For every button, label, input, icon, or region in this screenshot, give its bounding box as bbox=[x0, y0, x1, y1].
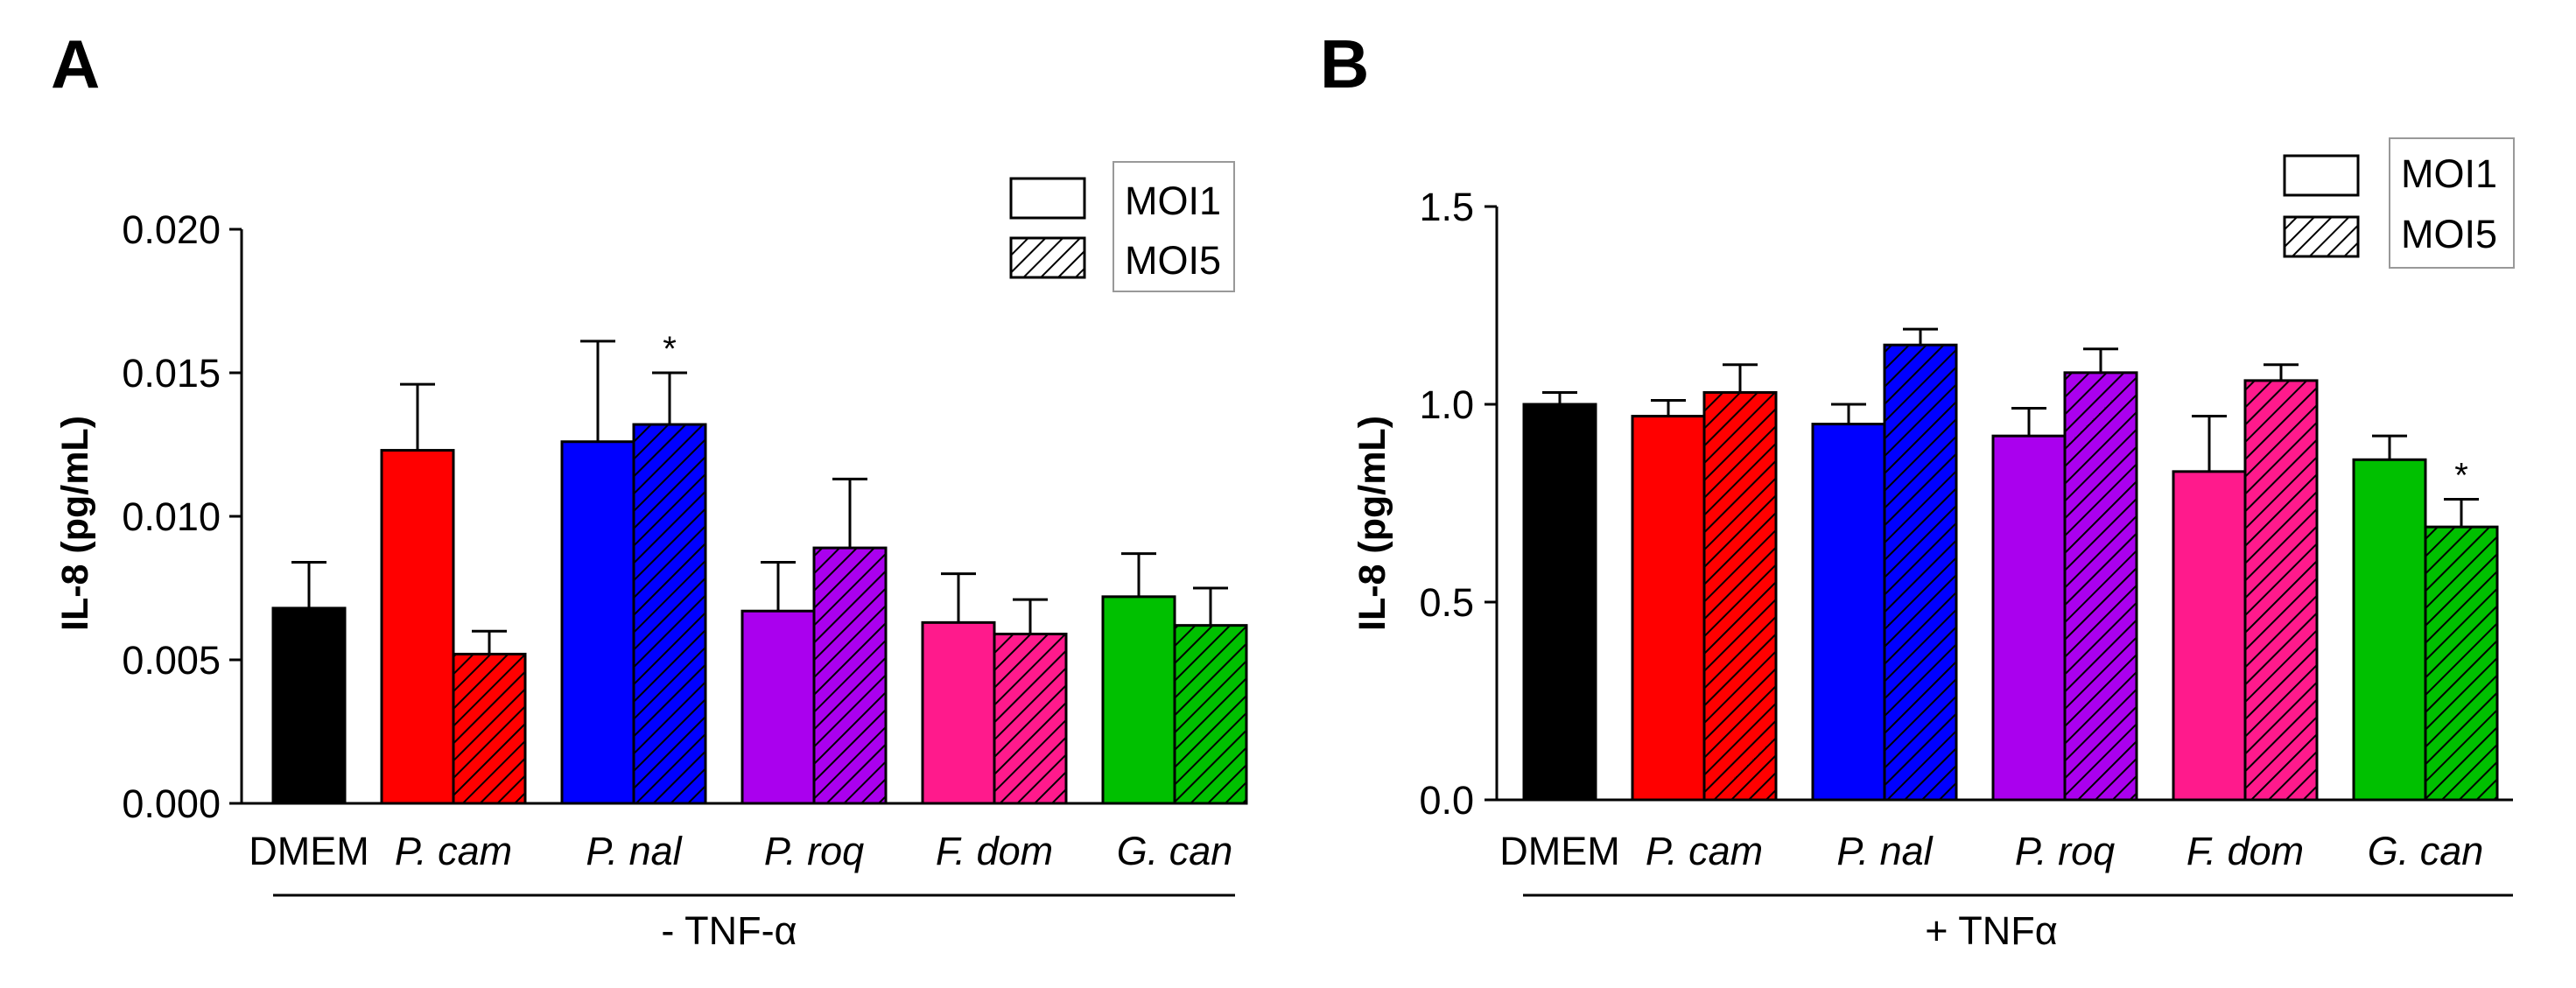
panel-b-group-label: + TNFα bbox=[1925, 908, 2057, 953]
panel-b: B IL-8 (pg/mL) + TNFα MOI1 MOI5 0.0 0.5 1.… bbox=[1320, 25, 2515, 953]
panel-a-group-label: - TNF-α bbox=[661, 908, 797, 953]
panel-a: A IL-8 (pg/mL) - TNF-α MOI1 MOI5 0.000 0.… bbox=[51, 25, 1248, 953]
panel-a-y-tick-label: 0.010 bbox=[122, 494, 221, 539]
panel-b-category-label-dmem: DMEM bbox=[1499, 829, 1619, 873]
panel-a-legend: MOI1 MOI5 bbox=[1009, 161, 1235, 292]
panel-a-bar-p-roq-moi5 bbox=[812, 546, 888, 805]
panel-a-bar-p-roq-moi1 bbox=[741, 609, 816, 805]
panel-b-bar-dmem bbox=[1522, 403, 1597, 802]
panel-b-bar-p-roq-moi1 bbox=[1991, 434, 2067, 802]
panel-a-legend-moi1: MOI1 bbox=[1125, 179, 1221, 223]
panel-b-legend-box bbox=[2389, 137, 2515, 269]
panel-b-category-label-p-roq: P. roq bbox=[2015, 829, 2115, 873]
panel-b-legend: MOI1 MOI5 bbox=[2283, 137, 2515, 269]
panel-a-category-label-f-dom: F. dom bbox=[936, 829, 1053, 873]
panel-b-category-label-p-nal: P. nal bbox=[1836, 829, 1934, 873]
panel-a-category-label-dmem: DMEM bbox=[249, 829, 369, 873]
panel-b-bar-g-can-moi5 bbox=[2424, 525, 2499, 802]
panel-a-y-tick-label: 0.020 bbox=[122, 207, 221, 252]
panel-a-y-axis-label: IL-8 (pg/mL) bbox=[54, 416, 96, 631]
panel-b-y-axis-label: IL-8 (pg/mL) bbox=[1351, 416, 1393, 631]
panel-b-bar-p-cam-moi5 bbox=[1702, 390, 1778, 802]
panel-a-y-tick-label: 0.005 bbox=[122, 638, 221, 683]
panel-b-bar-g-can-moi5-significance: * bbox=[2454, 456, 2468, 494]
panel-b-bar-f-dom-moi5 bbox=[2243, 379, 2319, 802]
panel-a-category-label-p-nal: P. nal bbox=[586, 829, 683, 873]
panel-b-label: B bbox=[1320, 25, 1369, 102]
panel-a-bar-p-nal-moi5-significance: * bbox=[663, 330, 677, 368]
panel-a-bar-g-can-moi5 bbox=[1173, 624, 1248, 805]
panel-a-category-label-p-cam: P. cam bbox=[395, 829, 512, 873]
panel-b-y-tick-label: 0.0 bbox=[1419, 778, 1474, 823]
panel-b-bar-g-can-moi1 bbox=[2352, 458, 2427, 802]
panel-a-legend-box bbox=[1113, 161, 1235, 292]
panel-b-y-tick-label: 1.0 bbox=[1419, 382, 1474, 427]
panel-a-label: A bbox=[51, 25, 100, 102]
panel-a-bar-g-can-moi1 bbox=[1101, 595, 1176, 805]
panel-b-legend-swatch-moi1 bbox=[2283, 154, 2360, 197]
panel-b-y-tick-label: 1.5 bbox=[1419, 185, 1474, 229]
panel-b-bar-p-roq-moi5 bbox=[2063, 371, 2138, 802]
panel-b-category-label-f-dom: F. dom bbox=[2186, 829, 2304, 873]
panel-a-legend-moi5: MOI5 bbox=[1125, 238, 1221, 283]
panel-a-bar-p-nal-moi5 bbox=[632, 423, 707, 805]
panel-a-y-tick-label: 0.000 bbox=[122, 781, 221, 826]
panel-a-bar-p-nal-moi1 bbox=[560, 440, 635, 805]
panel-a-bar-p-cam-moi5 bbox=[452, 652, 527, 805]
panel-a-category-label-p-roq: P. roq bbox=[764, 829, 864, 873]
panel-b-category-label-g-can: G. can bbox=[2368, 829, 2484, 873]
panel-a-bar-dmem bbox=[271, 606, 347, 805]
panel-b-category-label-p-cam: P. cam bbox=[1646, 829, 1763, 873]
panel-b-legend-moi1: MOI1 bbox=[2401, 151, 2497, 196]
panel-b-legend-swatch-moi5 bbox=[2283, 215, 2360, 258]
panel-a-legend-swatch-moi1 bbox=[1009, 177, 1086, 220]
panel-a-y-tick-label: 0.015 bbox=[122, 351, 221, 396]
panel-a-category-label-g-can: G. can bbox=[1117, 829, 1233, 873]
panel-a-legend-swatch-moi5 bbox=[1009, 236, 1086, 279]
panel-b-bar-p-nal-moi5 bbox=[1883, 343, 1958, 802]
panel-b-bar-p-nal-moi1 bbox=[1811, 423, 1886, 802]
panel-a-bar-f-dom-moi5 bbox=[993, 632, 1068, 805]
panel-b-y-tick-label: 0.5 bbox=[1419, 580, 1474, 625]
panel-b-bar-f-dom-moi1 bbox=[2172, 470, 2247, 802]
panel-a-bar-p-cam-moi1 bbox=[380, 449, 455, 805]
panel-b-bar-p-cam-moi1 bbox=[1631, 415, 1706, 802]
panel-a-bar-f-dom-moi1 bbox=[921, 620, 996, 805]
panel-b-legend-moi5: MOI5 bbox=[2401, 212, 2497, 256]
